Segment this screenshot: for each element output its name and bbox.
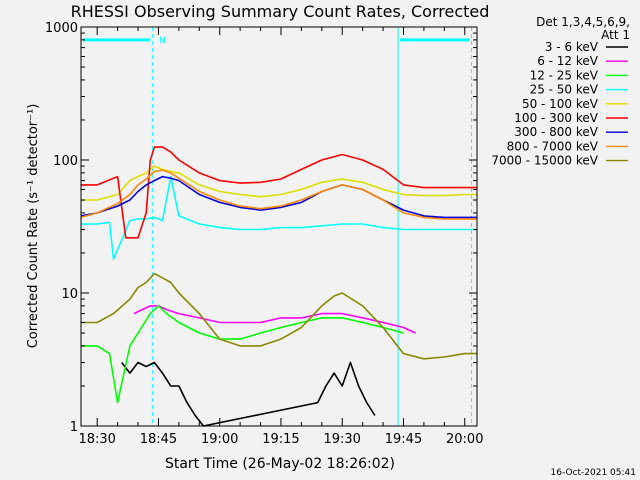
legend-header-line-2: Att 1	[601, 28, 630, 42]
series-line-9	[80, 272, 477, 360]
chart-title: RHESSI Observing Summary Count Rates, Co…	[71, 2, 490, 21]
legend-label-3: 12 - 25 keV	[530, 68, 599, 82]
legend-label-9: 7000 - 15000 keV	[491, 154, 598, 168]
y-axis: 1 10 100 1000	[45, 21, 477, 435]
timestamp-label: 16-Oct-2021 05:41	[551, 468, 636, 478]
x-tick-label: 19:00	[201, 432, 238, 447]
series-line-3	[80, 305, 404, 404]
series-line-2	[133, 305, 417, 334]
legend-label-5: 50 - 100 keV	[522, 97, 599, 111]
x-axis-label: Start Time (26-May-02 18:26:02)	[165, 456, 395, 472]
flag-label-n: N	[159, 36, 166, 46]
legend-label-4: 25 - 50 keV	[530, 83, 599, 97]
series-line-1	[121, 361, 376, 427]
y-axis-label: Corrected Count Rate (s⁻¹ detector⁻¹)	[26, 104, 41, 349]
legend-label-8: 800 - 7000 keV	[507, 139, 599, 153]
legend-label-7: 300 - 800 keV	[514, 125, 598, 139]
y-tick-label: 1000	[45, 21, 78, 36]
y-tick-label: 100	[53, 154, 78, 169]
legend-header-line-1: Det 1,3,4,5,6,9,	[536, 15, 630, 29]
series-line-7	[80, 175, 477, 219]
y-tick-label: 10	[61, 287, 78, 302]
y-tick-label: 1	[70, 420, 78, 435]
legend-label-1: 3 - 6 keV	[545, 40, 599, 54]
plot-frame	[80, 26, 478, 427]
x-tick-label: 20:00	[446, 432, 483, 447]
x-tick-label: 19:15	[262, 432, 299, 447]
series-line-5	[80, 165, 477, 201]
x-axis: 18:30 18:45 19:00 19:15 19:30 19:45 20:00	[78, 27, 483, 447]
x-tick-label: 18:45	[140, 432, 177, 447]
plot-area: N	[80, 27, 477, 427]
series-line-8	[80, 169, 477, 220]
x-tick-label: 18:30	[78, 432, 115, 447]
x-tick-label: 19:30	[323, 432, 360, 447]
legend-label-2: 6 - 12 keV	[537, 54, 599, 68]
x-tick-label: 19:45	[385, 432, 422, 447]
series-line-6	[80, 146, 477, 239]
legend-label-6: 100 - 300 keV	[514, 111, 598, 125]
